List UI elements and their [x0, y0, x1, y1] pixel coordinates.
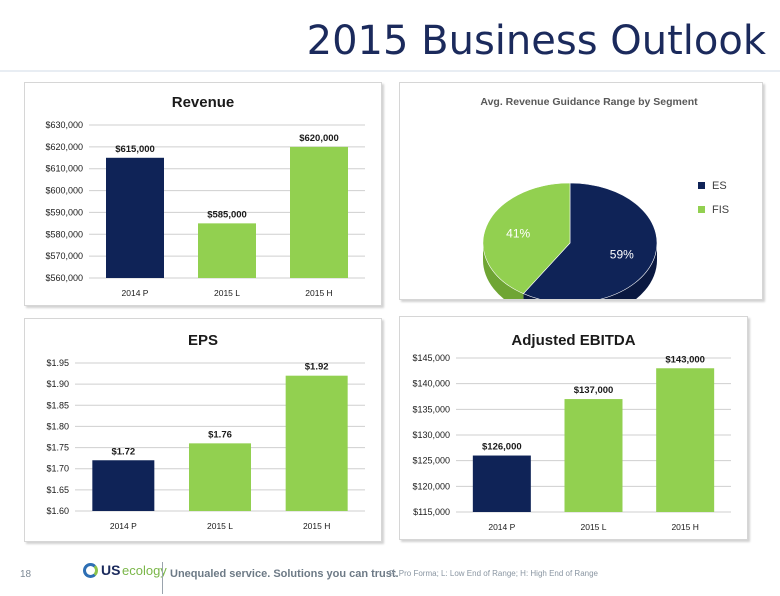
x-tick-label: 2015 L: [214, 288, 240, 298]
bar: [198, 223, 256, 278]
y-tick-label: $140,000: [412, 379, 450, 389]
ebitda-chart: Adjusted EBITDA $115,000 $120,000 $125,000 $…: [399, 316, 748, 540]
legend-label: FIS: [712, 204, 729, 216]
bar: [472, 455, 531, 512]
y-tick-label: $580,000: [45, 229, 83, 239]
data-label: $620,000: [299, 133, 339, 144]
chart-title: Revenue: [172, 94, 235, 111]
y-tick-label: $560,000: [45, 273, 83, 283]
page-title: 2015 Business Outlook: [306, 18, 766, 64]
chart-title: EPS: [188, 332, 218, 349]
data-label: $143,000: [665, 354, 705, 365]
y-tick-label: $120,000: [412, 481, 450, 491]
legend-swatch: [698, 206, 705, 213]
y-tick-label: $630,000: [45, 120, 83, 130]
data-label: $137,000: [574, 385, 614, 396]
y-tick-label: $130,000: [412, 430, 450, 440]
y-tick-label: $570,000: [45, 251, 83, 261]
data-label: $1.72: [111, 446, 135, 457]
logo-us-text: US: [101, 562, 121, 578]
y-tick-label: $115,000: [413, 507, 450, 517]
footnote: P: Pro Forma; L: Low End of Range; H: Hi…: [389, 569, 598, 578]
logo-swirl-icon: [83, 563, 98, 578]
data-label: $585,000: [207, 209, 247, 220]
pie-slice: [482, 182, 571, 295]
y-tick-label: $1.65: [46, 485, 69, 495]
y-tick-label: $1.60: [46, 506, 69, 516]
bar: [564, 399, 623, 512]
revenue-chart: Revenue $560,000 $570,000 $580,000 $590,000 $…: [24, 82, 382, 306]
bar: [106, 157, 164, 278]
footer-divider: [162, 562, 163, 594]
pie-data-label: 41%: [506, 227, 530, 241]
y-tick-label: $1.90: [46, 379, 69, 389]
x-tick-label: 2014 P: [122, 288, 149, 298]
bar: [92, 460, 155, 511]
y-tick-label: $125,000: [412, 456, 450, 466]
x-tick-label: 2015 H: [671, 522, 698, 532]
title-rule: [0, 70, 780, 72]
data-label: $615,000: [115, 144, 155, 155]
revenue-chart-svg: Revenue $560,000 $570,000 $580,000 $590,000 $…: [45, 94, 365, 298]
x-tick-label: 2014 P: [110, 521, 137, 531]
y-tick-label: $600,000: [45, 186, 83, 196]
data-label: $126,000: [482, 442, 522, 453]
y-tick-label: $610,000: [45, 164, 83, 174]
us-ecology-logo: US ecology: [83, 562, 167, 582]
pie-data-label: 59%: [610, 247, 634, 261]
pie-slice-side: [483, 243, 524, 299]
chart-title: Avg. Revenue Guidance Range by Segment: [480, 96, 698, 108]
y-tick-label: $620,000: [45, 142, 83, 152]
x-tick-label: 2015 L: [207, 521, 233, 531]
tagline: Unequaled service. Solutions you can tru…: [170, 568, 399, 580]
y-tick-label: $1.80: [46, 421, 69, 431]
chart-title: Adjusted EBITDA: [511, 332, 635, 349]
y-tick-label: $145,000: [412, 353, 450, 363]
page-number: 18: [20, 569, 32, 580]
x-tick-label: 2014 P: [488, 522, 515, 532]
legend-swatch: [698, 182, 705, 189]
logo-ecology-text: ecology: [122, 563, 167, 578]
y-tick-label: $1.85: [46, 400, 69, 410]
data-label: $1.76: [208, 429, 232, 440]
y-tick-label: $135,000: [412, 404, 450, 414]
bar: [189, 443, 251, 511]
pie-slice: [522, 182, 658, 299]
x-tick-label: 2015 H: [305, 288, 332, 298]
y-tick-label: $1.95: [46, 358, 69, 368]
y-tick-label: $1.75: [46, 443, 69, 453]
eps-chart-svg: EPS $1.60 $1.65 $1.70 $1.75 $1.80 $1.85 $1.90 $1…: [46, 332, 365, 531]
data-label: $1.92: [305, 362, 329, 373]
eps-chart: EPS $1.60 $1.65 $1.70 $1.75 $1.80 $1.85 $1.90 $1…: [24, 318, 382, 542]
segment-pie-svg: Avg. Revenue Guidance Range by Segment 59…: [480, 96, 729, 299]
legend-label: ES: [712, 180, 727, 192]
x-tick-label: 2015 H: [303, 521, 330, 531]
bar: [656, 368, 715, 512]
bar: [285, 375, 348, 511]
y-tick-label: $590,000: [45, 207, 83, 217]
ebitda-chart-svg: Adjusted EBITDA $115,000 $120,000 $125,000 $…: [412, 332, 731, 532]
y-tick-label: $1.70: [46, 464, 69, 474]
segment-pie-chart: Avg. Revenue Guidance Range by Segment 59…: [399, 82, 763, 300]
x-tick-label: 2015 L: [581, 522, 607, 532]
bar: [290, 146, 348, 278]
